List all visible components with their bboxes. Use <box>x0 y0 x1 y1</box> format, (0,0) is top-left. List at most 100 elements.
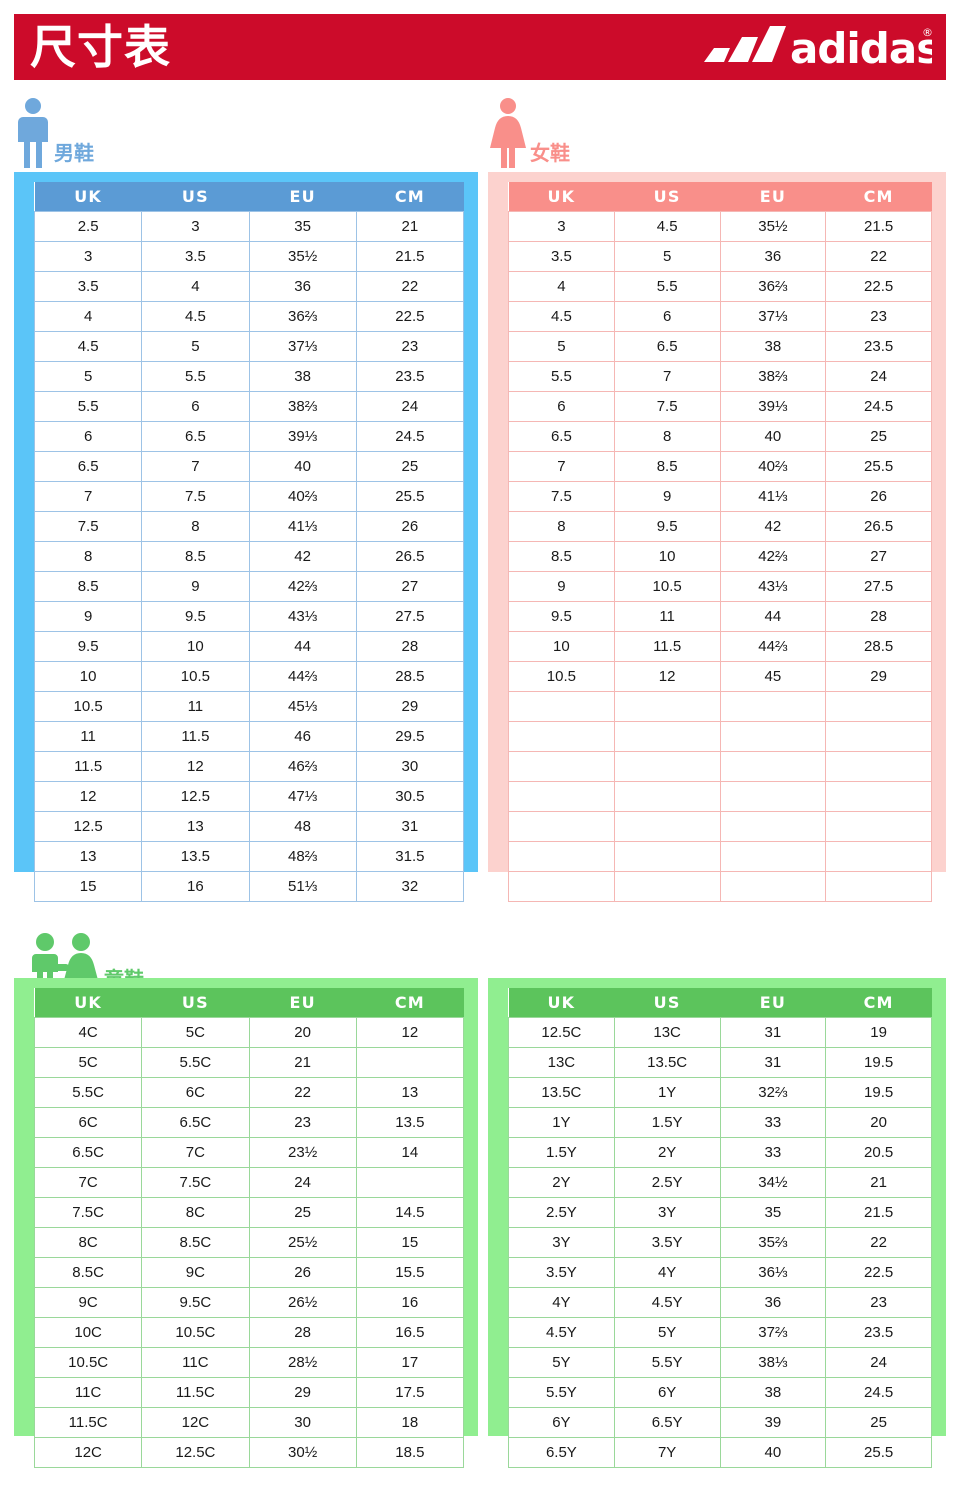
cell-eu: 46 <box>248 721 357 752</box>
table-header-row: UK US EU CM <box>34 988 464 1018</box>
cell-eu: 35⅔ <box>719 1227 827 1258</box>
cell-cm <box>825 871 932 902</box>
men-table-head: UK US EU CM <box>34 182 464 212</box>
cell-cm: 26.5 <box>355 541 465 572</box>
cell-us: 11.5 <box>141 721 250 752</box>
cell-cm: 27 <box>825 541 932 572</box>
cell-cm <box>355 1167 465 1198</box>
cell-uk: 2.5 <box>33 211 143 242</box>
cell-cm: 26.5 <box>825 511 932 542</box>
cell-us: 7.5 <box>141 481 250 512</box>
cell-uk: 5 <box>33 361 143 392</box>
cell-uk: 11 <box>33 721 143 752</box>
table-row: 5 6.5 38 23.5 <box>508 331 932 362</box>
cell-uk: 3.5 <box>508 241 615 272</box>
cell-uk: 12.5C <box>508 1017 615 1048</box>
cell-uk: 7C <box>33 1167 143 1198</box>
cell-cm: 16 <box>355 1287 465 1318</box>
cell-us: 10.5 <box>141 661 250 692</box>
cell-eu: 23 <box>248 1107 357 1138</box>
table-row <box>508 811 932 842</box>
women-size-panel: UK US EU CM 3 4.5 35½ 21.5 3.5 5 36 22 4 5.5 36⅔ 22.5 4… <box>488 172 946 902</box>
table-row: 5.5 7 38⅔ 24 <box>508 361 932 392</box>
cell-cm: 21 <box>825 1167 932 1198</box>
column-header-uk: UK <box>508 182 615 212</box>
cell-us: 11.5 <box>613 631 721 662</box>
cell-eu: 39⅓ <box>248 421 357 452</box>
cell-cm: 21.5 <box>355 241 465 272</box>
cell-cm: 21.5 <box>825 1197 932 1228</box>
cell-cm: 23 <box>825 1287 932 1318</box>
table-row: 2.5 3 35 21 <box>33 211 465 242</box>
cell-us: 3Y <box>613 1197 721 1228</box>
cell-uk: 6 <box>508 391 615 422</box>
cell-eu: 40 <box>248 451 357 482</box>
table-row: 5.5 6 38⅔ 24 <box>33 391 465 422</box>
cell-cm: 14.5 <box>355 1197 465 1228</box>
cell-us: 9.5 <box>613 511 721 542</box>
cell-us: 6.5C <box>141 1107 250 1138</box>
cell-eu: 37⅔ <box>719 1317 827 1348</box>
cell-us: 6.5 <box>141 421 250 452</box>
cell-eu <box>719 691 827 722</box>
cell-eu: 37⅓ <box>719 301 827 332</box>
cell-cm: 21 <box>355 211 465 242</box>
cell-cm: 27.5 <box>825 571 932 602</box>
table-row: 15 16 51⅓ 32 <box>33 871 465 902</box>
cell-us <box>613 811 721 842</box>
cell-uk: 3Y <box>508 1227 615 1258</box>
table-row: 7.5C 8C 25 14.5 <box>33 1197 465 1228</box>
cell-eu: 38 <box>719 1377 827 1408</box>
cell-eu: 38⅓ <box>719 1347 827 1378</box>
table-row: 8.5C 9C 26 15.5 <box>33 1257 465 1288</box>
cell-eu: 22 <box>248 1077 357 1108</box>
cell-eu: 48⅔ <box>248 841 357 872</box>
table-row: 5 5.5 38 23.5 <box>33 361 465 392</box>
page-title: 尺寸表 <box>30 20 171 74</box>
kids-right-size-table: UK US EU CM 12.5C 13C 31 19 13C 13.5C 31 19.5 13.5C… <box>508 988 932 1468</box>
cell-cm: 22.5 <box>355 301 465 332</box>
table-row: 7C 7.5C 24 <box>33 1167 465 1198</box>
cell-uk: 5.5 <box>508 361 615 392</box>
section-label-men: 男鞋 <box>14 92 94 168</box>
cell-uk: 8.5C <box>33 1257 143 1288</box>
column-header-uk: UK <box>34 988 142 1018</box>
cell-eu: 41⅓ <box>719 481 827 512</box>
cell-us: 5 <box>141 331 250 362</box>
cell-uk <box>508 841 615 872</box>
table-row: 2.5Y 3Y 35 21.5 <box>508 1197 932 1228</box>
table-row: 7.5 8 41⅓ 26 <box>33 511 465 542</box>
cell-us <box>613 841 721 872</box>
cell-us: 10 <box>141 631 250 662</box>
cell-us: 5.5C <box>141 1047 250 1078</box>
cell-uk: 8C <box>33 1227 143 1258</box>
table-header-row: UK US EU CM <box>34 182 464 212</box>
cell-cm <box>825 841 932 872</box>
cell-eu: 36⅓ <box>719 1257 827 1288</box>
cell-cm: 22 <box>825 241 932 272</box>
column-header-eu: EU <box>249 988 357 1018</box>
table-row: 4Y 4.5Y 36 23 <box>508 1287 932 1318</box>
cell-eu: 38 <box>719 331 827 362</box>
cell-uk: 2.5Y <box>508 1197 615 1228</box>
cell-cm: 16.5 <box>355 1317 465 1348</box>
cell-eu: 25½ <box>248 1227 357 1258</box>
cell-eu: 44⅔ <box>719 631 827 662</box>
cell-us <box>613 781 721 812</box>
cell-us: 9 <box>613 481 721 512</box>
cell-eu: 44 <box>719 601 827 632</box>
cell-uk: 8.5 <box>33 571 143 602</box>
cell-eu: 34½ <box>719 1167 827 1198</box>
cell-eu: 40⅔ <box>248 481 357 512</box>
cell-eu: 30 <box>248 1407 357 1438</box>
cell-uk: 9C <box>33 1287 143 1318</box>
table-row: 9C 9.5C 26½ 16 <box>33 1287 465 1318</box>
table-row: 9.5 10 44 28 <box>33 631 465 662</box>
cell-cm: 28 <box>825 601 932 632</box>
cell-cm <box>825 781 932 812</box>
cell-eu: 44⅔ <box>248 661 357 692</box>
table-row: 10.5C 11C 28½ 17 <box>33 1347 465 1378</box>
cell-cm: 27 <box>355 571 465 602</box>
cell-uk: 5 <box>508 331 615 362</box>
cell-us: 12.5 <box>141 781 250 812</box>
